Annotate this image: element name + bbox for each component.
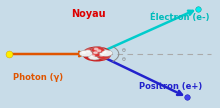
Circle shape [87,50,90,52]
Circle shape [99,50,113,56]
Circle shape [88,53,101,60]
Circle shape [83,47,111,61]
Circle shape [94,48,98,50]
Text: Photon (γ): Photon (γ) [13,73,64,82]
Circle shape [91,50,104,57]
Text: θ: θ [122,48,126,53]
Text: Positron (e+): Positron (e+) [139,82,202,91]
Text: θ: θ [122,57,126,62]
Circle shape [91,55,95,57]
Circle shape [97,50,101,52]
Circle shape [100,54,103,56]
Circle shape [79,50,92,57]
Circle shape [82,52,86,53]
Circle shape [91,47,104,53]
Circle shape [94,48,107,55]
Circle shape [94,52,97,54]
Circle shape [97,53,110,59]
Circle shape [84,49,97,55]
Text: Noyau: Noyau [71,9,105,19]
Text: Électron (e-): Électron (e-) [150,12,209,22]
Circle shape [103,51,106,53]
